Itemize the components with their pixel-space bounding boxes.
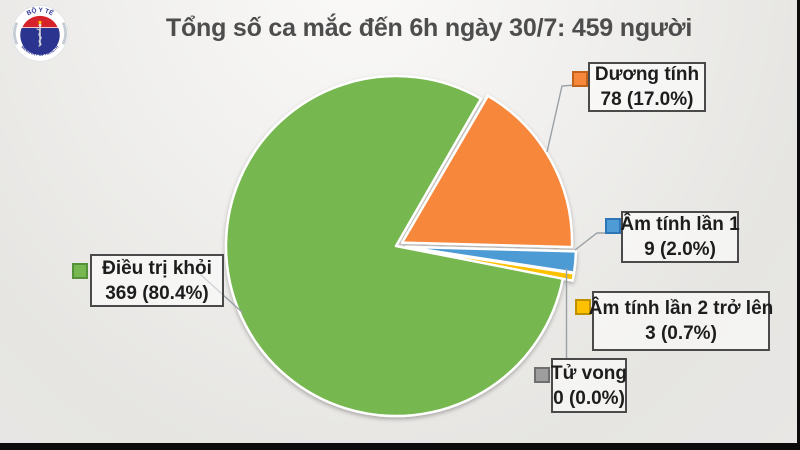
logo-star-icon: ★ bbox=[37, 20, 43, 27]
logo-top-text: BỘ Y TẾ bbox=[26, 5, 56, 17]
data-label-positive-name: Dương tính bbox=[594, 64, 700, 85]
data-label-negative2-value: 3 (0.7%) bbox=[645, 323, 717, 344]
data-label-negative1-value: 9 (2.0%) bbox=[644, 239, 716, 260]
chart-title: Tổng số ca mắc đến 6h ngày 30/7: 459 ngư… bbox=[165, 14, 693, 42]
data-label-recovered: Điều trị khỏi 369 (80.4%) bbox=[90, 254, 224, 307]
legend-marker-negative1 bbox=[605, 218, 621, 234]
data-label-recovered-value: 369 (80.4%) bbox=[105, 282, 209, 304]
logo-staff-knob bbox=[38, 23, 42, 27]
legend-marker-positive bbox=[572, 71, 588, 87]
leader-line-positive bbox=[546, 83, 589, 153]
legend-marker-negative2 bbox=[575, 299, 591, 315]
logo-red-band bbox=[21, 15, 59, 29]
data-label-recovered-name: Điều trị khỏi bbox=[102, 257, 212, 279]
screen-edge-right bbox=[797, 0, 800, 450]
pie-slices bbox=[224, 74, 578, 418]
data-label-deaths-value: 0 (0.0%) bbox=[553, 387, 625, 409]
legend-marker-deaths bbox=[534, 367, 550, 383]
data-label-negative2: Âm tính lần 2 trở lên 3 (0.7%) bbox=[589, 291, 773, 351]
logo-ring-left bbox=[13, 22, 19, 45]
data-label-positive: Dương tính 78 (17.0%) bbox=[588, 62, 706, 112]
pie-slice-recovered bbox=[224, 74, 565, 418]
pie-slice-positive bbox=[400, 94, 574, 249]
data-label-positive-value: 78 (17.0%) bbox=[600, 89, 694, 110]
logo-ring-right bbox=[61, 22, 67, 45]
leader-line-negative1 bbox=[574, 232, 621, 251]
data-label-negative1-name: Âm tính lần 1 bbox=[620, 214, 740, 235]
data-label-negative2-name: Âm tính lần 2 trở lên bbox=[588, 298, 774, 319]
data-label-deaths: Tử vong 0 (0.0%) bbox=[551, 358, 627, 413]
data-label-negative1: Âm tính lần 1 9 (2.0%) bbox=[620, 211, 740, 263]
legend-marker-recovered bbox=[72, 263, 88, 279]
pie-slice-negative2 bbox=[404, 246, 576, 282]
data-label-deaths-name: Tử vong bbox=[550, 362, 628, 384]
screen-edge-bottom bbox=[0, 443, 800, 450]
logo-snake bbox=[36, 28, 42, 47]
ministry-of-health-logo: ★ BỘ Y TẾ MINISTRY OF HEALTH bbox=[11, 5, 69, 62]
